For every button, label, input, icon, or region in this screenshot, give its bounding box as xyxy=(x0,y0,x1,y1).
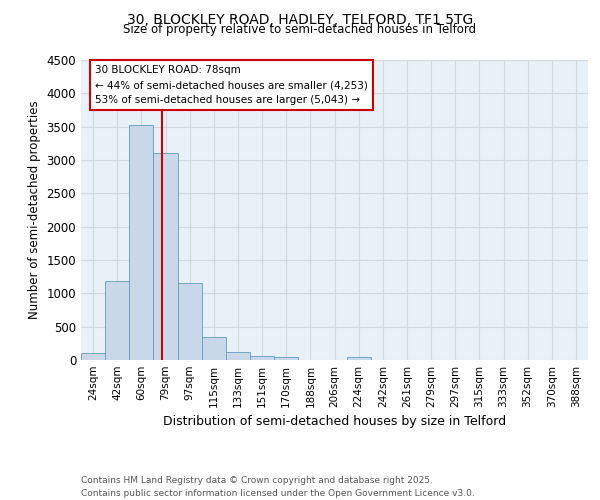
X-axis label: Distribution of semi-detached houses by size in Telford: Distribution of semi-detached houses by … xyxy=(163,416,506,428)
Bar xyxy=(347,356,371,360)
Bar xyxy=(105,282,129,360)
Text: Size of property relative to semi-detached houses in Telford: Size of property relative to semi-detach… xyxy=(124,22,476,36)
Bar xyxy=(154,154,178,360)
Bar xyxy=(129,126,154,360)
Bar xyxy=(178,282,202,360)
Bar xyxy=(81,354,105,360)
Text: Contains HM Land Registry data © Crown copyright and database right 2025.
Contai: Contains HM Land Registry data © Crown c… xyxy=(81,476,475,498)
Bar xyxy=(226,352,250,360)
Text: 30, BLOCKLEY ROAD, HADLEY, TELFORD, TF1 5TG: 30, BLOCKLEY ROAD, HADLEY, TELFORD, TF1 … xyxy=(127,12,473,26)
Bar xyxy=(250,356,274,360)
Bar xyxy=(274,356,298,360)
Bar xyxy=(202,338,226,360)
Text: 30 BLOCKLEY ROAD: 78sqm
← 44% of semi-detached houses are smaller (4,253)
53% of: 30 BLOCKLEY ROAD: 78sqm ← 44% of semi-de… xyxy=(95,66,368,105)
Y-axis label: Number of semi-detached properties: Number of semi-detached properties xyxy=(28,100,41,320)
